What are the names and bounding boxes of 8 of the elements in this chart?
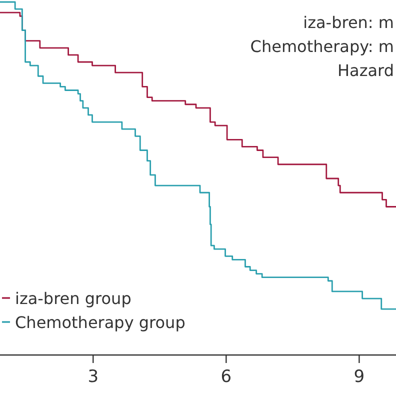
x-tick-label: 9: [354, 367, 365, 387]
legend-label: Chemotherapy group: [15, 313, 186, 332]
x-tick-label: 3: [88, 367, 99, 387]
legend-label: iza-bren group: [15, 289, 132, 308]
annotation: Chemotherapy: m: [250, 37, 394, 56]
annotation: Hazard: [338, 61, 394, 80]
annotation: iza-bren: m: [303, 13, 394, 32]
x-tick-label: 6: [220, 367, 232, 387]
